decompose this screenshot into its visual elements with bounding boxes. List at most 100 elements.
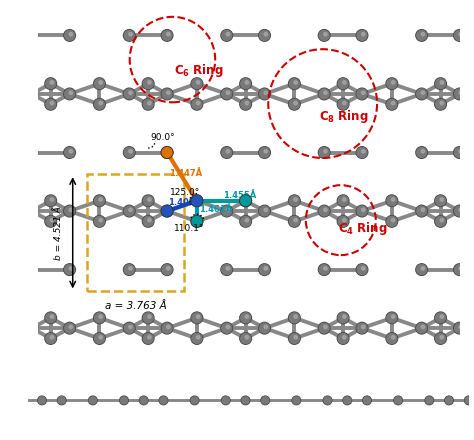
Circle shape — [94, 79, 104, 88]
Circle shape — [392, 336, 395, 339]
Circle shape — [459, 267, 463, 270]
Circle shape — [26, 29, 37, 41]
Circle shape — [356, 264, 368, 275]
Circle shape — [45, 312, 56, 324]
Circle shape — [241, 196, 251, 205]
Circle shape — [324, 150, 327, 153]
Circle shape — [261, 396, 270, 405]
Circle shape — [166, 267, 170, 270]
Circle shape — [260, 147, 269, 158]
Circle shape — [435, 216, 447, 227]
Circle shape — [191, 397, 198, 404]
Circle shape — [392, 81, 395, 84]
Circle shape — [120, 397, 128, 404]
Circle shape — [436, 334, 446, 343]
Circle shape — [264, 325, 267, 329]
Circle shape — [319, 88, 330, 100]
Text: 125.0°: 125.0° — [170, 188, 200, 197]
Circle shape — [357, 206, 367, 216]
Circle shape — [343, 315, 346, 319]
Circle shape — [31, 150, 35, 153]
Circle shape — [46, 99, 55, 109]
Circle shape — [421, 33, 425, 36]
Circle shape — [392, 101, 395, 105]
Circle shape — [57, 396, 66, 405]
Circle shape — [161, 323, 173, 334]
Text: $\mathbf{C_6}$ Ring: $\mathbf{C_6}$ Ring — [174, 62, 223, 79]
Circle shape — [357, 30, 367, 40]
Circle shape — [162, 206, 172, 216]
Circle shape — [260, 265, 269, 275]
Circle shape — [123, 147, 135, 158]
Circle shape — [290, 99, 299, 109]
Circle shape — [31, 267, 35, 270]
Circle shape — [191, 195, 203, 206]
Circle shape — [387, 334, 397, 343]
Circle shape — [26, 323, 37, 334]
Circle shape — [259, 323, 270, 334]
Circle shape — [264, 208, 267, 212]
Circle shape — [264, 150, 267, 153]
Text: 1.447Å: 1.447Å — [169, 169, 202, 178]
Circle shape — [64, 323, 74, 333]
Circle shape — [161, 147, 173, 158]
Circle shape — [319, 205, 330, 217]
Circle shape — [191, 333, 203, 344]
Circle shape — [421, 208, 425, 212]
Circle shape — [222, 397, 229, 404]
Circle shape — [129, 91, 132, 95]
Circle shape — [455, 323, 465, 333]
Circle shape — [142, 333, 154, 344]
Circle shape — [45, 99, 56, 110]
Circle shape — [435, 78, 447, 89]
Circle shape — [240, 312, 251, 324]
Circle shape — [148, 315, 151, 319]
Circle shape — [240, 195, 251, 206]
Circle shape — [319, 323, 330, 334]
Circle shape — [416, 147, 428, 158]
Circle shape — [343, 218, 346, 222]
Circle shape — [94, 313, 104, 323]
Circle shape — [94, 99, 104, 109]
Circle shape — [64, 323, 75, 334]
Circle shape — [161, 205, 173, 217]
Circle shape — [162, 89, 172, 99]
Circle shape — [337, 195, 349, 206]
Circle shape — [143, 216, 153, 226]
Circle shape — [222, 265, 232, 275]
Circle shape — [162, 147, 172, 158]
Circle shape — [124, 265, 134, 275]
Circle shape — [226, 33, 230, 36]
Circle shape — [454, 323, 465, 334]
Circle shape — [362, 267, 365, 270]
Circle shape — [459, 208, 463, 212]
Circle shape — [290, 79, 299, 88]
Circle shape — [123, 88, 135, 100]
Circle shape — [454, 147, 465, 158]
Circle shape — [416, 323, 428, 334]
Circle shape — [226, 325, 230, 329]
Circle shape — [356, 205, 368, 217]
Circle shape — [362, 150, 365, 153]
Circle shape — [363, 396, 371, 405]
Circle shape — [124, 30, 134, 40]
Circle shape — [356, 323, 368, 334]
Circle shape — [436, 99, 446, 109]
Circle shape — [436, 196, 446, 205]
Circle shape — [435, 99, 447, 110]
Circle shape — [129, 208, 132, 212]
Circle shape — [148, 218, 151, 222]
Circle shape — [421, 267, 425, 270]
Circle shape — [324, 33, 327, 36]
Circle shape — [245, 101, 248, 105]
Circle shape — [245, 218, 248, 222]
Circle shape — [392, 218, 395, 222]
Circle shape — [142, 195, 154, 206]
Circle shape — [386, 216, 398, 227]
Circle shape — [27, 147, 36, 158]
Circle shape — [166, 150, 170, 153]
Circle shape — [357, 265, 367, 275]
Circle shape — [436, 79, 446, 88]
Circle shape — [445, 396, 453, 405]
Circle shape — [459, 91, 463, 95]
